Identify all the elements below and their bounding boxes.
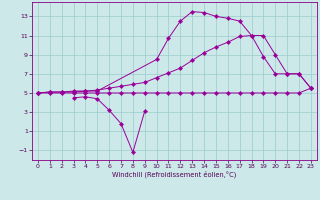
X-axis label: Windchill (Refroidissement éolien,°C): Windchill (Refroidissement éolien,°C) — [112, 171, 236, 178]
